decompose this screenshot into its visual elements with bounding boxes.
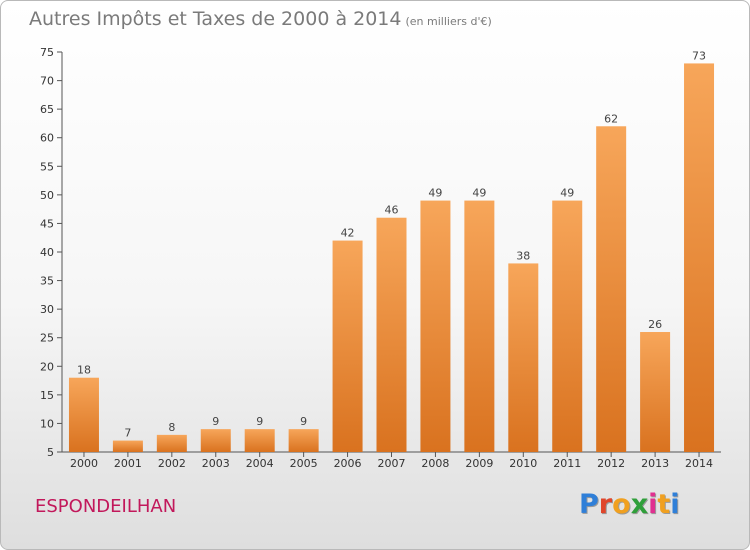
x-tick-label: 2013 xyxy=(641,457,669,470)
bar-2007 xyxy=(376,217,407,452)
bar-2008 xyxy=(420,200,451,452)
x-tick-label: 2014 xyxy=(685,457,713,470)
proxiti-logo: Proxiti xyxy=(579,489,680,520)
logo-letter: x xyxy=(630,489,649,520)
x-tick-label: 2007 xyxy=(378,457,406,470)
y-tick-label: 55 xyxy=(40,160,54,173)
chart-title-block: Autres Impôts et Taxes de 2000 à 2014 (en… xyxy=(29,8,492,30)
bar-2013 xyxy=(640,332,671,452)
y-tick-label: 15 xyxy=(40,389,54,402)
y-tick-label: 60 xyxy=(40,132,54,145)
data-label-2005: 9 xyxy=(300,415,307,428)
data-label-2008: 49 xyxy=(428,187,442,200)
commune-name: ESPONDEILHAN xyxy=(35,496,177,517)
bar-2005 xyxy=(288,429,319,452)
data-label-2001: 7 xyxy=(124,427,131,440)
bar-2012 xyxy=(596,126,627,453)
x-tick-label: 2006 xyxy=(334,457,362,470)
logo-letter: i xyxy=(648,489,658,520)
y-tick-label: 25 xyxy=(40,332,54,345)
y-tick-label: 5 xyxy=(47,446,54,459)
x-tick-label: 2009 xyxy=(465,457,493,470)
logo-letter: r xyxy=(598,489,613,520)
y-tick-label: 65 xyxy=(40,103,54,116)
x-tick-label: 2005 xyxy=(290,457,318,470)
bar-2009 xyxy=(464,200,495,452)
data-label-2007: 46 xyxy=(385,204,399,217)
data-label-2004: 9 xyxy=(256,415,263,428)
y-tick-label: 40 xyxy=(40,246,54,259)
y-tick-label: 45 xyxy=(40,217,54,230)
data-label-2006: 42 xyxy=(341,227,355,240)
y-tick-label: 50 xyxy=(40,189,54,202)
data-label-2010: 38 xyxy=(516,249,530,262)
y-tick-label: 30 xyxy=(40,303,54,316)
bar-2011 xyxy=(552,200,583,452)
x-tick-label: 2001 xyxy=(114,457,142,470)
y-tick-label: 35 xyxy=(40,275,54,288)
chart-title: Autres Impôts et Taxes de 2000 à 2014 xyxy=(29,8,402,30)
bar-2003 xyxy=(200,429,231,452)
y-tick-label: 10 xyxy=(40,417,54,430)
logo-letter: t xyxy=(657,489,671,520)
data-label-2014: 73 xyxy=(692,49,706,62)
data-label-2009: 49 xyxy=(472,187,486,200)
logo-letter: P xyxy=(579,489,599,520)
x-tick-label: 2002 xyxy=(158,457,186,470)
y-tick-label: 70 xyxy=(40,75,54,88)
data-label-2000: 18 xyxy=(77,364,91,377)
bar-2002 xyxy=(156,434,187,452)
data-label-2002: 8 xyxy=(168,421,175,434)
x-tick-label: 2008 xyxy=(421,457,449,470)
data-label-2012: 62 xyxy=(604,112,618,125)
x-tick-label: 2000 xyxy=(70,457,98,470)
chart-bars xyxy=(68,63,715,453)
x-tick-label: 2011 xyxy=(553,457,581,470)
x-tick-label: 2010 xyxy=(509,457,537,470)
bar-2004 xyxy=(244,429,275,452)
x-tick-label: 2012 xyxy=(597,457,625,470)
bar-2001 xyxy=(112,440,143,452)
data-label-2011: 49 xyxy=(560,187,574,200)
y-tick-label: 75 xyxy=(40,46,54,59)
bar-2010 xyxy=(508,263,539,452)
chart-labels: 18 7 8 9 9 9 42 46 49 49 38 49 62 26 73 xyxy=(77,49,706,439)
y-tick-label: 20 xyxy=(40,360,54,373)
x-tick-label: 2004 xyxy=(246,457,274,470)
logo-letter: i xyxy=(670,489,680,520)
data-label-2013: 26 xyxy=(648,318,662,331)
x-tick-label: 2003 xyxy=(202,457,230,470)
data-label-2003: 9 xyxy=(212,415,219,428)
bar-2014 xyxy=(684,63,715,453)
chart-subtitle: (en milliers d'€) xyxy=(405,15,492,28)
logo-letter: o xyxy=(612,489,631,520)
bar-2006 xyxy=(332,240,363,452)
bar-2000 xyxy=(68,377,99,452)
